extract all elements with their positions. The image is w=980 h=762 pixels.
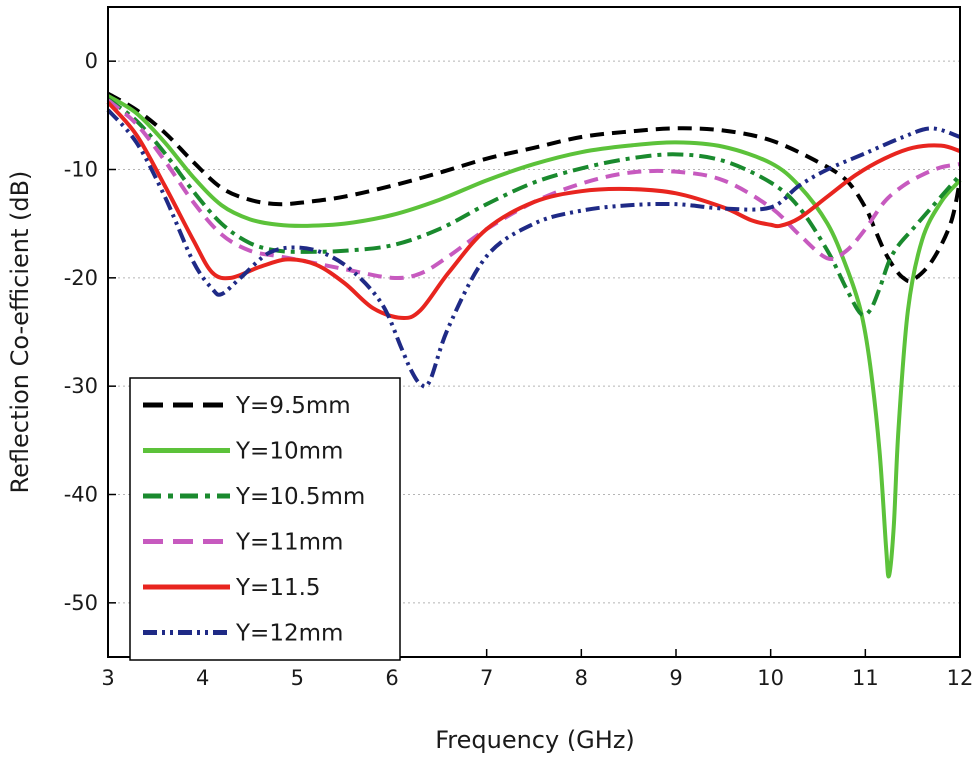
legend: Y=9.5mm Y=10mm Y=10.5mm Y=11mm Y=11.5 Y=12mm bbox=[129, 377, 401, 661]
x-tick-label-8: 8 bbox=[575, 666, 588, 690]
x-axis-label: Frequency (GHz) bbox=[435, 726, 635, 754]
legend-label-y-12mm: Y=12mm bbox=[235, 621, 343, 647]
legend-label-y-10mm: Y=10mm bbox=[235, 439, 343, 465]
plot-frame bbox=[107, 6, 961, 658]
y-tick-label-neg20: -20 bbox=[64, 266, 98, 290]
y-axis-label: Reflection Co-efficient (dB) bbox=[6, 171, 34, 494]
legend-box bbox=[129, 377, 401, 661]
x-tick-label-9: 9 bbox=[669, 666, 682, 690]
legend-label-y-11-5: Y=11.5 bbox=[235, 575, 321, 601]
legend-label-y-9-5mm: Y=9.5mm bbox=[235, 393, 351, 419]
x-tick-label-5: 5 bbox=[291, 666, 304, 690]
series-line-y-10mm bbox=[106, 94, 962, 579]
series-line-y-11-5 bbox=[106, 100, 961, 321]
series-lines bbox=[106, 91, 962, 579]
series-line-y-11mm bbox=[106, 98, 961, 281]
x-tick-label-6: 6 bbox=[385, 666, 398, 690]
y-tick-label-neg30: -30 bbox=[64, 374, 98, 398]
series-line-y-10-5mm bbox=[106, 97, 962, 318]
y-tick-label-neg10: -10 bbox=[64, 158, 98, 182]
legend-label-y-10-5mm: Y=10.5mm bbox=[235, 484, 365, 510]
y-tick-label-neg40: -40 bbox=[64, 483, 98, 507]
x-tick-label-11: 11 bbox=[852, 666, 879, 690]
x-tick-label-4: 4 bbox=[196, 666, 209, 690]
series-line-y-12mm bbox=[106, 108, 961, 389]
x-tick-label-3: 3 bbox=[101, 666, 114, 690]
x-tick-label-12: 12 bbox=[947, 666, 974, 690]
y-tick-label-0: 0 bbox=[85, 49, 98, 73]
x-tick-label-10: 10 bbox=[757, 666, 784, 690]
y-tick-label-neg50: -50 bbox=[64, 591, 98, 615]
legend-label-y-11mm: Y=11mm bbox=[235, 530, 343, 556]
x-tick-label-7: 7 bbox=[480, 666, 493, 690]
